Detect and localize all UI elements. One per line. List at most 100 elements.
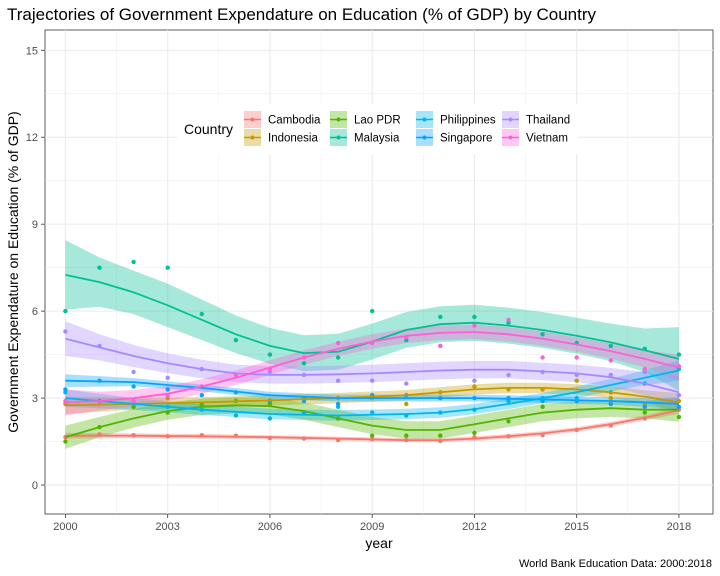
point-lao-pdr: [472, 430, 477, 436]
band-cambodia: [65, 406, 679, 443]
legend-label: Indonesia: [268, 133, 318, 145]
point-indonesia: [472, 384, 477, 389]
y-tick-label: 0: [32, 480, 38, 492]
legend-label: Vietnam: [526, 133, 568, 145]
legend-item-philippines: Philippines: [416, 111, 496, 128]
legend-key-point: [250, 117, 255, 122]
point-lao-pdr: [63, 439, 68, 444]
point-malaysia: [540, 332, 545, 337]
x-tick-label: 2009: [360, 521, 384, 533]
smooth-line-indonesia: [65, 387, 680, 407]
y-tick-label: 6: [32, 306, 38, 318]
legend: Country Cambodia Indonesia Lao PDR Malaysia…: [177, 104, 578, 154]
point-vietnam: [540, 355, 545, 360]
legend-label: Singapore: [440, 133, 492, 145]
legend-label: Thailand: [526, 115, 570, 127]
point-thailand: [404, 381, 409, 386]
axis-ticks: 2000 2003 2006 2009 2012 2015 2018 0 3 6 9 12 15: [26, 45, 691, 533]
legend-key-point: [422, 117, 427, 122]
x-axis-title: year: [365, 535, 393, 551]
band-malaysia: [65, 240, 679, 391]
point-lao-pdr: [404, 433, 409, 438]
x-tick-label: 2012: [462, 521, 486, 533]
point-vietnam: [506, 317, 511, 322]
point-thailand: [472, 378, 477, 383]
smooth-line-philippines: [65, 369, 680, 417]
x-tick-label: 2015: [564, 521, 588, 533]
legend-title: Country: [184, 121, 233, 137]
x-tick-label: 2000: [53, 521, 77, 533]
point-malaysia: [199, 311, 204, 317]
y-tick-label: 12: [26, 132, 38, 144]
legend-key-point: [336, 117, 341, 122]
point-vietnam: [642, 366, 647, 372]
smooth-line-cambodia: [65, 409, 680, 441]
point-lao-pdr: [506, 419, 511, 424]
smooth-line-vietnam: [65, 331, 680, 404]
legend-label: Cambodia: [268, 115, 321, 127]
legend-key-point: [336, 135, 341, 140]
point-singapore: [642, 404, 647, 409]
y-tick-label: 15: [26, 45, 38, 57]
point-vietnam: [438, 343, 443, 349]
point-malaysia: [301, 361, 307, 366]
point-thailand: [131, 369, 136, 375]
chart-title: Trajectories of Government Expendature o…: [7, 5, 596, 24]
legend-label: Philippines: [440, 115, 496, 127]
point-indonesia: [608, 395, 613, 401]
point-philippines: [267, 416, 273, 421]
x-tick-label: 2003: [155, 521, 179, 533]
point-malaysia: [676, 352, 682, 357]
legend-label: Lao PDR: [354, 115, 401, 127]
point-malaysia: [63, 308, 68, 314]
point-thailand: [63, 329, 68, 334]
point-singapore: [335, 401, 341, 407]
legend-item-singapore: Singapore: [416, 129, 492, 146]
legend-item-lao-pdr: Lao PDR: [330, 111, 401, 128]
point-philippines: [370, 410, 375, 415]
legend-key-point: [250, 135, 255, 140]
point-malaysia: [608, 343, 613, 349]
smooth-line-lao-pdr: [65, 404, 679, 439]
point-malaysia: [335, 355, 341, 360]
y-tick-label: 9: [32, 219, 38, 231]
legend-key-point: [508, 117, 513, 122]
point-malaysia: [131, 259, 136, 265]
point-lao-pdr: [642, 410, 647, 415]
point-singapore: [676, 404, 682, 409]
point-malaysia: [438, 314, 443, 320]
point-vietnam: [131, 398, 136, 404]
point-thailand: [370, 378, 375, 383]
y-axis-title: Government Expendature on Education (% o…: [5, 111, 21, 432]
point-singapore: [199, 393, 204, 398]
point-malaysia: [233, 337, 239, 343]
legend-item-cambodia: Cambodia: [244, 111, 321, 128]
point-indonesia: [404, 401, 409, 407]
smooth-lines: [65, 274, 680, 441]
point-vietnam: [472, 323, 477, 328]
point-philippines: [233, 413, 239, 418]
point-singapore: [608, 401, 613, 407]
point-thailand: [165, 375, 170, 380]
point-lao-pdr: [438, 433, 443, 438]
y-tick-label: 3: [32, 393, 38, 405]
legend-background: [177, 104, 578, 154]
point-lao-pdr: [370, 433, 375, 438]
legend-item-thailand: Thailand: [502, 111, 570, 128]
point-malaysia: [267, 352, 273, 357]
point-malaysia: [472, 314, 477, 320]
point-vietnam: [574, 355, 579, 360]
point-singapore: [131, 384, 136, 389]
legend-item-indonesia: Indonesia: [244, 129, 318, 146]
legend-key-point: [422, 135, 427, 140]
point-malaysia: [97, 265, 102, 270]
x-tick-label: 2006: [258, 521, 282, 533]
chart-caption: World Bank Education Data: 2000:2018: [519, 558, 712, 570]
point-vietnam: [335, 340, 341, 346]
point-indonesia: [574, 378, 579, 383]
point-thailand: [335, 378, 341, 383]
point-lao-pdr: [676, 414, 682, 420]
point-singapore: [63, 387, 68, 392]
legend-label: Malaysia: [354, 133, 400, 145]
